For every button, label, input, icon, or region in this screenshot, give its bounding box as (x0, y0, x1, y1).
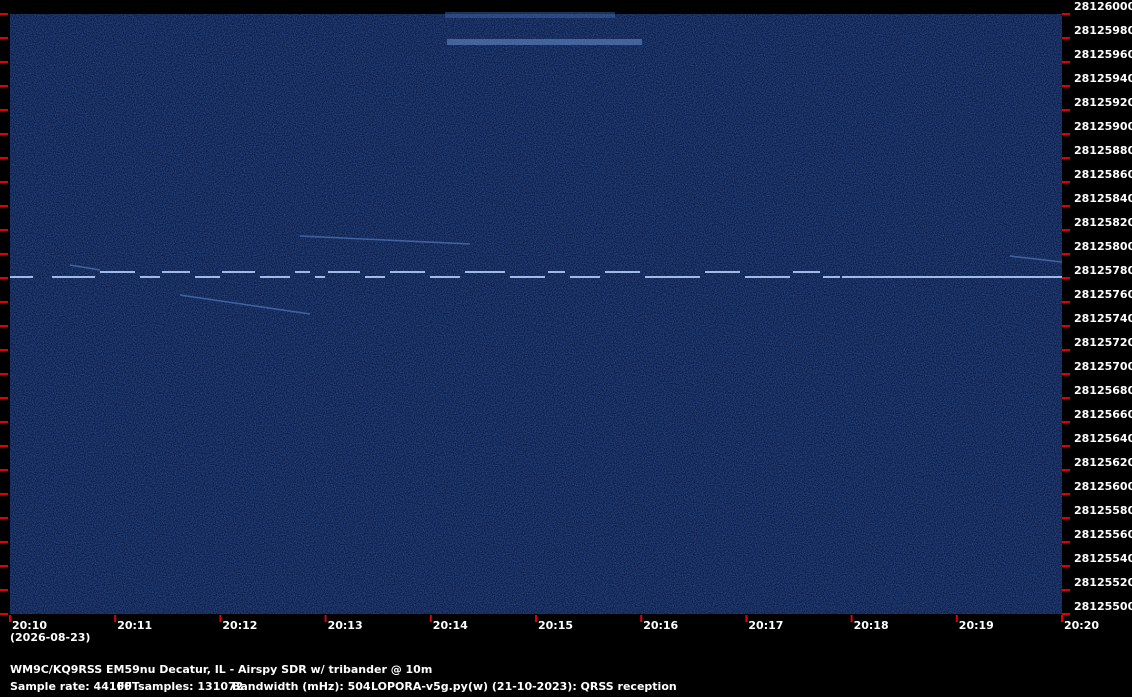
y-tick-label: 28125500 (1074, 600, 1132, 613)
y-tick-label: 28125980 (1074, 24, 1132, 37)
x-tick-label: 20:10 (12, 619, 47, 632)
x-tick-label: 20:17 (748, 619, 783, 632)
y-tick-label: 28125560 (1074, 528, 1132, 541)
y-tick-label: 28125580 (1074, 504, 1132, 517)
title: WM9C/KQ9RSS EM59nu Decatur, IL - Airspy … (10, 663, 432, 676)
x-tick-label: 20:19 (959, 619, 994, 632)
x-tick-label: 20:18 (854, 619, 889, 632)
y-tick-label: 28125780 (1074, 264, 1132, 277)
y-tick-label: 28125800 (1074, 240, 1132, 253)
x-tick-label: 20:16 (643, 619, 678, 632)
x-tick-label: 20:20 (1064, 619, 1099, 632)
y-tick-label: 28125680 (1074, 384, 1132, 397)
y-tick-label: 28125740 (1074, 312, 1132, 325)
info: LOPORA-v5g.py(w) (21-10-2023): QRSS rece… (371, 680, 677, 693)
y-tick-label: 28125860 (1074, 168, 1132, 181)
y-tick-label: 28125840 (1074, 192, 1132, 205)
y-tick-label: 28125820 (1074, 216, 1132, 229)
y-tick-label: 28125660 (1074, 408, 1132, 421)
y-tick-label: 28125640 (1074, 432, 1132, 445)
info: Sample rate: 44100 (10, 680, 132, 693)
x-tick-label: 20:12 (222, 619, 257, 632)
x-tick-label: 20:15 (538, 619, 573, 632)
info: FFTsamples: 131072 (117, 680, 243, 693)
waterfall (10, 12, 1063, 614)
y-tick-label: 28125700 (1074, 360, 1132, 373)
y-tick-label: 28125600 (1074, 480, 1132, 493)
y-tick-label: 28125960 (1074, 48, 1132, 61)
x-tick-label: 20:13 (328, 619, 363, 632)
y-tick-label: 28125540 (1074, 552, 1132, 565)
y-tick-label: 28125760 (1074, 288, 1132, 301)
y-tick-label: 28125520 (1074, 576, 1132, 589)
y-tick-label: 28125900 (1074, 120, 1132, 133)
y-tick-label: 28125880 (1074, 144, 1132, 157)
y-tick-label: 28126000 (1074, 0, 1132, 13)
y-tick-label: 28125720 (1074, 336, 1132, 349)
y-tick-label: 28125620 (1074, 456, 1132, 469)
y-tick-label: 28125920 (1074, 96, 1132, 109)
date-label: (2026-08-23) (10, 631, 90, 644)
info: Bandwidth (mHz): 504 (232, 680, 371, 693)
y-tick-label: 28125940 (1074, 72, 1132, 85)
x-tick-label: 20:11 (117, 619, 152, 632)
x-tick-label: 20:14 (433, 619, 468, 632)
